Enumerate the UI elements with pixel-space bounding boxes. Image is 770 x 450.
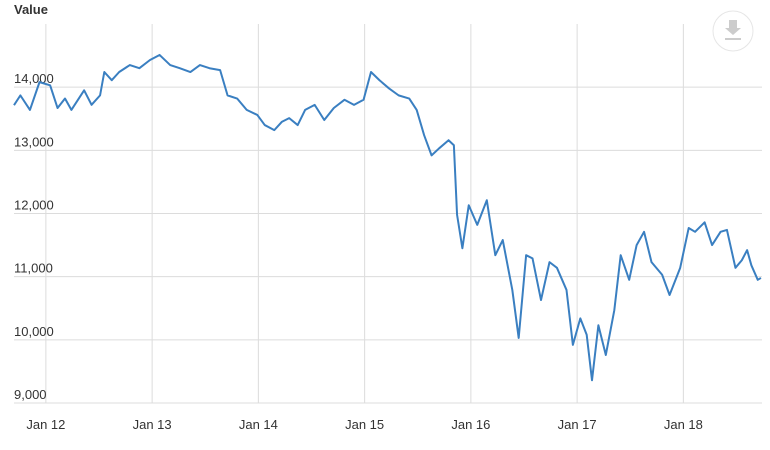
y-tick-label: 9,000: [14, 387, 47, 402]
line: [13, 53, 762, 382]
download-icon[interactable]: [725, 20, 741, 40]
x-tick-label: Jan 16: [451, 417, 490, 432]
chart-title: Value: [14, 2, 48, 17]
x-tick-label: Jan 12: [26, 417, 65, 432]
y-tick-label: 10,000: [14, 324, 54, 339]
y-tick-label: 12,000: [14, 198, 54, 213]
x-tick-label: Jan 18: [664, 417, 703, 432]
x-tick-label: Jan 15: [345, 417, 384, 432]
x-tick-label: Jan 17: [558, 417, 597, 432]
x-tick-label: Jan 13: [133, 417, 172, 432]
y-tick-label: 13,000: [14, 134, 54, 149]
download-button[interactable]: [712, 10, 754, 52]
y-tick-label: 11,000: [14, 261, 53, 276]
x-tick-label: Jan 14: [239, 417, 278, 432]
